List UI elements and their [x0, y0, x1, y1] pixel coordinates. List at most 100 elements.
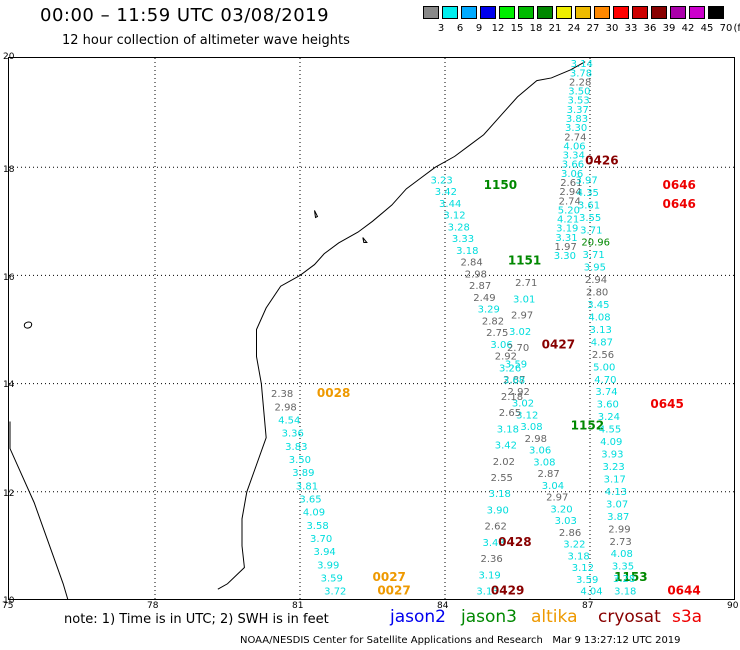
- lon-tick-label: 78: [147, 601, 159, 611]
- wave-height-value: 3.58: [306, 521, 328, 532]
- wave-height-value: 3.23: [431, 175, 453, 186]
- page-title: 00:00 – 11:59 UTC 03/08/2019: [40, 5, 330, 26]
- scale-label: 15: [510, 23, 524, 34]
- wave-height-value: 3.37: [567, 105, 589, 116]
- wave-height-value: 3.07: [606, 499, 628, 510]
- lon-tick-label: 87: [582, 601, 594, 611]
- east-coastline: [217, 61, 586, 590]
- wave-height-value: 3.30: [554, 251, 576, 262]
- island-outline: [23, 321, 33, 329]
- track-time-label: 0428: [498, 535, 531, 549]
- wave-height-value: 20.96: [581, 238, 610, 249]
- scale-swatch: [708, 6, 724, 19]
- wave-height-value: 3.36: [282, 429, 304, 440]
- wave-height-value: 2.98: [465, 269, 487, 280]
- wave-height-value: 4.21: [557, 215, 579, 226]
- track-time-label: 1153: [614, 570, 647, 584]
- wave-height-value: 2.61: [560, 178, 582, 189]
- wave-height-value: 3.04: [542, 481, 564, 492]
- scale-swatch: [537, 6, 553, 19]
- west-coastline: [9, 421, 69, 599]
- wave-height-value: 2.73: [609, 537, 631, 548]
- scale-label: 30: [605, 23, 619, 34]
- scale-swatch: [423, 6, 439, 19]
- wave-height-value: 3.81: [296, 481, 318, 492]
- scale-label: 27: [586, 23, 600, 34]
- wave-height-value: 3.90: [487, 505, 509, 516]
- wave-height-value: 3.33: [452, 234, 474, 245]
- track-time-label: 0646: [663, 197, 696, 211]
- wave-height-value: 3.20: [550, 504, 572, 515]
- wave-height-value: 3.34: [563, 151, 585, 162]
- wave-height-value: 3.08: [533, 457, 555, 468]
- page-subtitle: 12 hour collection of altimeter wave hei…: [62, 33, 350, 48]
- wave-height-value: 2.55: [491, 473, 513, 484]
- wave-height-value: 3.31: [555, 233, 577, 244]
- lat-tick-label: 16: [3, 273, 15, 283]
- track-time-label: 0646: [663, 178, 696, 192]
- wave-height-value: 4.55: [599, 425, 621, 436]
- scale-swatch: [689, 6, 705, 19]
- wave-height-value: 3.08: [520, 422, 542, 433]
- scale-label: 24: [567, 23, 581, 34]
- wave-height-value: 2.74: [564, 132, 586, 143]
- scale-swatch: [575, 6, 591, 19]
- island-outline: [362, 237, 368, 244]
- track-time-label: 0027: [373, 570, 406, 584]
- wave-height-value: 3.94: [314, 547, 336, 558]
- wave-height-value: 2.36: [480, 554, 502, 565]
- scale-label: 36: [643, 23, 657, 34]
- wave-height-value: 2.75: [486, 328, 508, 339]
- track-time-label: 1152: [571, 419, 604, 433]
- scale-swatch: [613, 6, 629, 19]
- wave-height-value: 4.35: [577, 188, 599, 199]
- wave-height-value: 3.71: [583, 250, 605, 261]
- wave-height-value: 3.93: [601, 450, 623, 461]
- footer: NOAA/NESDIS Center for Satellite Applica…: [240, 635, 681, 646]
- legend-item: s3a: [672, 607, 703, 627]
- map-panel[interactable]: 2.38 2.98 4.54 3.36 3.83 3.50 3.89 3.81 3.65 4.09…: [8, 57, 735, 600]
- wave-height-value: 2.80: [586, 288, 608, 299]
- wave-height-value: 4.54: [278, 415, 300, 426]
- wave-height-value: 1.97: [555, 242, 577, 253]
- scale-label: 18: [529, 23, 543, 34]
- scale-swatch: [461, 6, 477, 19]
- wave-height-value: 2.62: [485, 522, 507, 533]
- wave-height-value: 2.02: [493, 457, 515, 468]
- wave-height-value: 3.19: [556, 224, 578, 235]
- wave-height-value: 3.50: [568, 87, 590, 98]
- wave-height-value: 3.19: [478, 570, 500, 581]
- wave-height-value: 2.94: [559, 187, 581, 198]
- wave-height-value: 3.23: [602, 462, 624, 473]
- scale-swatch: [594, 6, 610, 19]
- wave-height-value: 3.18: [489, 489, 511, 500]
- wave-height-value: 2.94: [585, 275, 607, 286]
- wave-height-value: 3.87: [607, 512, 629, 523]
- wave-height-value: 3.99: [317, 560, 339, 571]
- wave-height-value: 3.03: [555, 516, 577, 527]
- wave-height-value: 3.29: [478, 305, 500, 316]
- lat-tick-label: 12: [3, 489, 15, 499]
- wave-height-value: 2.87: [538, 469, 560, 480]
- wave-height-value: 3.65: [299, 494, 321, 505]
- track-time-label: 1150: [484, 178, 517, 192]
- wave-height-value: 3.12: [572, 563, 594, 574]
- wave-height-value: 4.08: [611, 549, 633, 560]
- wave-height-value: 3.53: [567, 96, 589, 107]
- wave-height-value: 2.49: [473, 293, 495, 304]
- wave-height-value: 2.92: [508, 387, 530, 398]
- lon-tick-label: 90: [727, 601, 739, 611]
- wave-height-value: 3.44: [439, 199, 461, 210]
- legend-item: jason2: [390, 607, 446, 627]
- wave-height-value: 3.18: [614, 587, 636, 598]
- lat-tick-label: 20: [3, 52, 15, 62]
- wave-height-value: 3.02: [509, 327, 531, 338]
- wave-height-value: 3.24: [598, 412, 620, 423]
- wave-height-value: 3.74: [595, 387, 617, 398]
- scale-label: 33: [624, 23, 638, 34]
- scale-swatch: [651, 6, 667, 19]
- wave-height-value: 3.45: [587, 300, 609, 311]
- legend-item: altika: [531, 607, 578, 627]
- track-time-label: 0027: [377, 584, 410, 598]
- wave-height-value: 2.87: [469, 281, 491, 292]
